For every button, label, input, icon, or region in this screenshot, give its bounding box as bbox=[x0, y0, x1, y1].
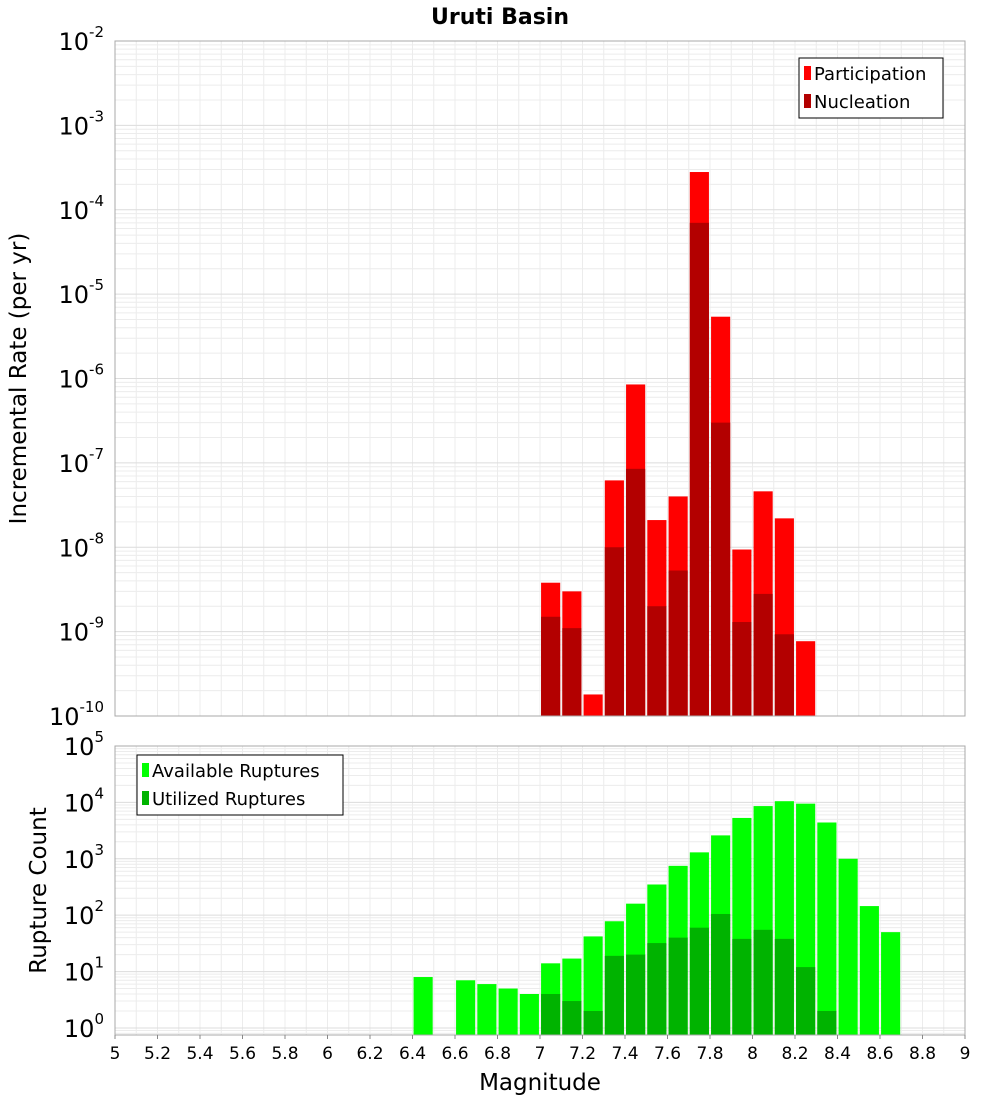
bar-available-ruptures bbox=[519, 994, 539, 1035]
y-tick-label: 103 bbox=[64, 841, 104, 874]
bars bbox=[413, 801, 901, 1035]
x-tick-label: 8.4 bbox=[824, 1044, 851, 1064]
y-tick-label: 10-9 bbox=[58, 614, 104, 647]
y-axis-label: Incremental Rate (per yr) bbox=[6, 233, 32, 525]
x-tick-label: 6.6 bbox=[441, 1044, 468, 1064]
bar-overlay-utilized-ruptures bbox=[774, 938, 794, 1035]
legend: Available Ruptures Utilized Ruptures bbox=[136, 754, 344, 816]
bar-overlay-utilized-ruptures bbox=[689, 927, 709, 1035]
x-tick-label: 7 bbox=[535, 1044, 546, 1064]
bar-overlay-nucleation bbox=[541, 616, 561, 716]
x-tick-label: 5.4 bbox=[186, 1044, 213, 1064]
bar-overlay-utilized-ruptures bbox=[711, 913, 731, 1035]
y-tick-label: 10-8 bbox=[58, 529, 104, 562]
x-tick-label: 5.8 bbox=[271, 1044, 298, 1064]
rupture-count-plot: 100 101 102 103 104 105 Rupture Count 5 5.2 5.4 5.… bbox=[26, 728, 970, 1064]
legend-swatch bbox=[804, 66, 811, 80]
bar-overlay-nucleation bbox=[562, 628, 582, 716]
x-tick-label: 6.8 bbox=[484, 1044, 511, 1064]
grid bbox=[114, 40, 966, 717]
x-tick-label: 5 bbox=[110, 1044, 121, 1064]
bar-overlay-utilized-ruptures bbox=[541, 994, 561, 1035]
y-tick-label: 102 bbox=[64, 897, 104, 930]
x-tick-label: 5.6 bbox=[229, 1044, 256, 1064]
x-tick-label: 9 bbox=[960, 1044, 971, 1064]
bar-available-ruptures bbox=[456, 980, 476, 1035]
bar-overlay-nucleation bbox=[732, 622, 752, 716]
bar-overlay-nucleation bbox=[689, 222, 709, 716]
bar-participation bbox=[796, 641, 816, 716]
bar-overlay-nucleation bbox=[774, 634, 794, 716]
y-tick-label: 10-5 bbox=[58, 276, 104, 309]
bar-overlay-utilized-ruptures bbox=[753, 929, 773, 1035]
bars bbox=[541, 172, 816, 716]
bar-overlay-utilized-ruptures bbox=[817, 1010, 837, 1035]
y-tick-label: 101 bbox=[64, 954, 104, 987]
x-tick-label: 8 bbox=[747, 1044, 758, 1064]
bar-available-ruptures bbox=[498, 988, 518, 1035]
x-tick-label: 8.8 bbox=[909, 1044, 936, 1064]
bar-overlay-utilized-ruptures bbox=[562, 1001, 582, 1035]
y-tick-label: 10-2 bbox=[58, 23, 104, 56]
y-tick-label: 10-10 bbox=[49, 698, 104, 731]
x-tick-label: 5.2 bbox=[144, 1044, 171, 1064]
y-axis-label: Rupture Count bbox=[26, 807, 52, 973]
y-tick-label: 10-6 bbox=[58, 361, 104, 394]
x-tick-label: 8.6 bbox=[866, 1044, 893, 1064]
bar-available-ruptures bbox=[477, 984, 497, 1035]
bar-available-ruptures bbox=[413, 977, 433, 1035]
rate-plot: 10-10 10-9 10-8 10-7 10-6 10-5 10-4 10-3 10-2 Inc… bbox=[6, 23, 966, 731]
x-tick-label: 6.2 bbox=[356, 1044, 383, 1064]
bar-participation bbox=[583, 694, 603, 716]
bar-available-ruptures bbox=[817, 822, 837, 1035]
bar-available-ruptures bbox=[881, 932, 901, 1035]
legend-entry: Participation bbox=[814, 64, 926, 85]
legend-swatch bbox=[804, 94, 811, 108]
bar-overlay-nucleation bbox=[753, 593, 773, 716]
legend-swatch bbox=[142, 791, 149, 805]
y-tick-label: 10-7 bbox=[58, 445, 104, 478]
bar-overlay-utilized-ruptures bbox=[583, 1010, 603, 1035]
legend-entry: Utilized Ruptures bbox=[152, 789, 305, 810]
legend: Participation Nucleation bbox=[798, 57, 944, 119]
x-tick-label: 7.2 bbox=[569, 1044, 596, 1064]
y-tick-label: 104 bbox=[64, 784, 104, 817]
bar-overlay-nucleation bbox=[604, 547, 624, 716]
bar-available-ruptures bbox=[583, 936, 603, 1035]
x-tick-label: 6 bbox=[322, 1044, 333, 1064]
y-tick-label: 10-3 bbox=[58, 107, 104, 140]
y-tick-label: 105 bbox=[64, 728, 104, 761]
x-tick-label: 8.2 bbox=[781, 1044, 808, 1064]
bar-available-ruptures bbox=[838, 858, 858, 1035]
legend-box bbox=[136, 754, 344, 816]
legend-swatch bbox=[142, 763, 149, 777]
plot-frame bbox=[114, 40, 966, 717]
legend-entry: Nucleation bbox=[814, 92, 910, 113]
bar-overlay-utilized-ruptures bbox=[732, 938, 752, 1035]
legend-box bbox=[798, 57, 944, 119]
bar-overlay-nucleation bbox=[668, 570, 688, 716]
x-tick-label: 7.8 bbox=[696, 1044, 723, 1064]
bar-overlay-nucleation bbox=[626, 468, 646, 716]
x-tick-label: 6.4 bbox=[399, 1044, 426, 1064]
y-tick-label: 100 bbox=[64, 1010, 104, 1043]
bar-overlay-utilized-ruptures bbox=[626, 954, 646, 1035]
x-tick-label: 7.4 bbox=[611, 1044, 638, 1064]
x-axis-label: Magnitude bbox=[479, 1070, 601, 1096]
bar-overlay-nucleation bbox=[711, 422, 731, 716]
y-tick-label: 10-4 bbox=[58, 192, 104, 225]
chart-title: Uruti Basin bbox=[431, 5, 569, 30]
bar-available-ruptures bbox=[859, 906, 879, 1035]
legend-entry: Available Ruptures bbox=[152, 761, 320, 782]
bar-overlay-nucleation bbox=[647, 606, 667, 716]
bar-overlay-utilized-ruptures bbox=[796, 967, 816, 1035]
bar-overlay-utilized-ruptures bbox=[604, 955, 624, 1035]
x-tick-label: 7.6 bbox=[654, 1044, 681, 1064]
bar-overlay-utilized-ruptures bbox=[647, 943, 667, 1035]
bar-overlay-utilized-ruptures bbox=[668, 937, 688, 1035]
